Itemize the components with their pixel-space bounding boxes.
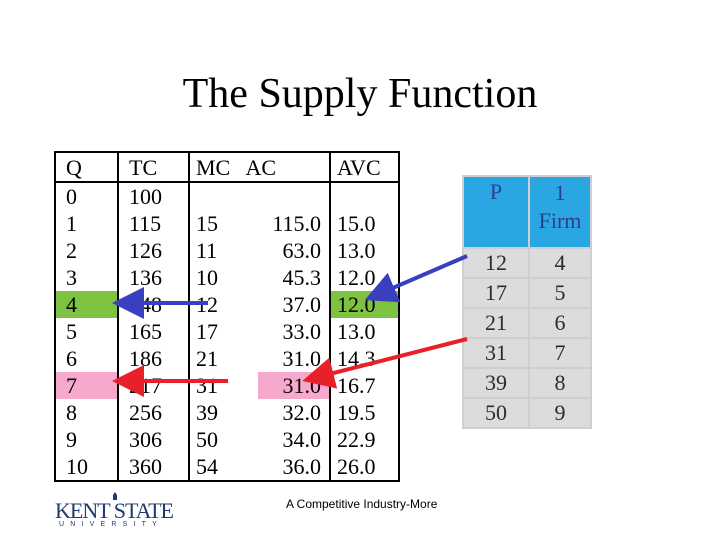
cell-ac: 37.0	[282, 292, 322, 317]
header-tc: TC	[117, 151, 189, 183]
cell-mc: 50	[188, 426, 258, 453]
cell-mc: 39	[188, 399, 258, 426]
cell-q: 4	[54, 291, 118, 318]
cell-tc: 306	[117, 426, 189, 453]
cell-ac: 36.0	[258, 453, 330, 482]
cell-tc: 115	[117, 210, 189, 237]
header-firm: 1 Firm	[528, 175, 592, 249]
logo-name: KENT STATE	[55, 498, 174, 523]
cell-tc: 360	[117, 453, 189, 482]
cell-q: 0	[54, 182, 118, 210]
cell-ac: 45.3	[282, 265, 322, 290]
cell-ac: 63.0	[282, 238, 322, 263]
table-row: 50 9	[462, 397, 592, 429]
kent-state-logo: KENT STATE UNIVERSITY	[55, 492, 177, 530]
cell-avc: 13.0	[329, 237, 400, 264]
cell-q: 8	[54, 399, 118, 426]
cell-tc: 256	[117, 399, 189, 426]
cell-avc: 19.5	[329, 399, 400, 426]
cell-q: 5	[54, 318, 118, 345]
table-row: 2 126 11 63.0 13.0	[54, 237, 400, 264]
cell-ac: 33.0	[282, 319, 322, 344]
cell-quantity: 4	[528, 247, 592, 279]
header-mc-ac: MC AC	[188, 151, 330, 183]
cell-q: 6	[54, 345, 118, 372]
cell-price: 50	[462, 397, 530, 429]
table-row: 21 6	[462, 307, 592, 339]
arrow-supply-to-ac	[302, 337, 468, 389]
cell-ac: 115.0	[272, 211, 321, 236]
cell-quantity: 6	[528, 307, 592, 339]
cost-table-header: Q TC MC AC AVC	[54, 151, 400, 183]
cell-q: 2	[54, 237, 118, 264]
cell-mc: 11	[188, 237, 258, 264]
cell-tc: 165	[117, 318, 189, 345]
cell-quantity: 8	[528, 367, 592, 399]
cell-q: 3	[54, 264, 118, 291]
cell-avc: 26.0	[329, 453, 400, 482]
arrow-supply-to-avc	[364, 254, 468, 303]
cell-price: 12	[462, 247, 530, 279]
cell-avc: 22.9	[329, 426, 400, 453]
cell-mc: 15	[188, 210, 258, 237]
cell-avc	[329, 182, 400, 210]
table-row: 8 256 39 32.0 19.5	[54, 399, 400, 426]
cell-ac: 32.0	[282, 400, 322, 425]
cell-price: 21	[462, 307, 530, 339]
cell-q: 7	[54, 372, 118, 399]
cell-mc: 10	[188, 264, 258, 291]
logo-university: UNIVERSITY	[59, 521, 164, 528]
table-row: 31 7	[462, 337, 592, 369]
header-avc: AVC	[329, 151, 400, 183]
header-p: P	[462, 175, 530, 249]
table-row: 39 8	[462, 367, 592, 399]
cell-tc: 100	[117, 182, 189, 210]
cell-q: 10	[54, 453, 118, 482]
cell-mc	[188, 182, 258, 210]
table-row: 5 165 17 33.0 13.0	[54, 318, 400, 345]
cell-price: 17	[462, 277, 530, 309]
table-row: 10 360 54 36.0 26.0	[54, 453, 400, 482]
cell-quantity: 5	[528, 277, 592, 309]
cell-tc: 136	[117, 264, 189, 291]
tower-icon	[113, 492, 117, 500]
cell-price: 31	[462, 337, 530, 369]
header-q: Q	[54, 151, 118, 183]
footer-caption: A Competitive Industry-More	[286, 497, 438, 511]
cell-price: 39	[462, 367, 530, 399]
cell-q: 1	[54, 210, 118, 237]
cell-ac: 34.0	[282, 427, 322, 452]
cell-quantity: 7	[528, 337, 592, 369]
table-row: 17 5	[462, 277, 592, 309]
cell-tc: 126	[117, 237, 189, 264]
cell-mc: 17	[188, 318, 258, 345]
cell-avc: 13.0	[329, 318, 400, 345]
slide-title: The Supply Function	[182, 71, 538, 117]
table-row: 12 4	[462, 247, 592, 279]
table-row: 0 100	[54, 182, 400, 210]
cell-mc: 21	[188, 345, 258, 372]
table-row: 1 115 15 115.0 15.0	[54, 210, 400, 237]
cell-avc: 15.0	[329, 210, 400, 237]
table-row: 9 306 50 34.0 22.9	[54, 426, 400, 453]
cell-mc: 54	[188, 453, 258, 482]
cell-q: 9	[54, 426, 118, 453]
cell-quantity: 9	[528, 397, 592, 429]
